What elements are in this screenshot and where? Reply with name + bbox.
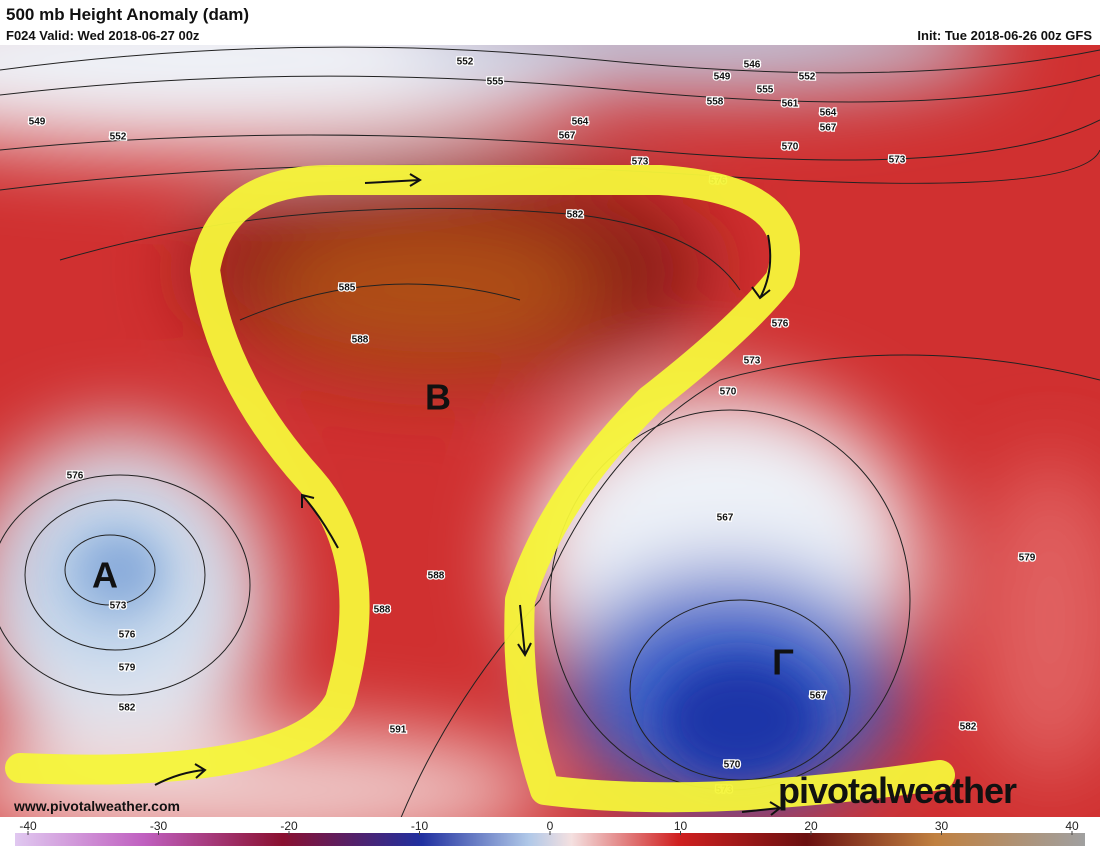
contour-label: 576 (772, 319, 789, 330)
contour-label: 576 (67, 471, 84, 482)
contour-label: 573 (744, 356, 761, 367)
contour-label: 579 (1019, 553, 1036, 564)
hand-drawn-loop (5, 165, 955, 813)
contour-label: 582 (567, 210, 584, 221)
contour-label: 567 (559, 131, 576, 142)
colorbar-tick-label: 30 (935, 819, 949, 833)
website: www.pivotalweather.com (14, 798, 180, 814)
contour-label: 567 (820, 123, 837, 134)
contour-label: 558 (707, 97, 724, 108)
contour-label: 585 (339, 283, 356, 294)
contour-label: 549 (714, 72, 731, 83)
annotation-letter: A (92, 555, 118, 596)
colorbar-tick-label: -40 (19, 819, 37, 833)
contour-label: 564 (572, 117, 589, 128)
watermark: pivotalweather (778, 770, 1017, 811)
contour-label: 549 (29, 117, 46, 128)
contour-label: 552 (457, 57, 474, 68)
contour-label: 567 (810, 691, 827, 702)
colorbar-tick-label: 10 (674, 819, 688, 833)
contour-label: 570 (782, 142, 799, 153)
flow-arrows (154, 173, 782, 816)
contour-label: 573 (110, 601, 127, 612)
title: 500 mb Height Anomaly (dam) (6, 5, 250, 24)
colorbar-tick-label: -20 (280, 819, 298, 833)
contour-label: 561 (782, 99, 799, 110)
colorbar-tick-label: -10 (411, 819, 429, 833)
contour-label: 591 (390, 725, 407, 736)
contour-label: 552 (110, 132, 127, 143)
contour-label: 588 (428, 571, 445, 582)
contour-label: 552 (799, 72, 816, 83)
contour-label: 582 (960, 722, 977, 733)
contour-label: 567 (717, 513, 734, 524)
colorbar-tick-label: -30 (150, 819, 168, 833)
colorbar-tick-label: 20 (804, 819, 818, 833)
valid-time: F024 Valid: Wed 2018-06-27 00z (6, 28, 200, 43)
colorbar-tick-label: 0 (547, 819, 554, 833)
contour-label: 570 (724, 760, 741, 771)
annotation-letter: Γ (772, 642, 794, 683)
colorbar (15, 833, 1085, 846)
contour-label: 546 (744, 60, 761, 71)
contour-label: 588 (352, 335, 369, 346)
contour-label: 579 (119, 663, 136, 674)
contour-label: 555 (757, 85, 774, 96)
contour-label: 570 (720, 387, 737, 398)
init-time: Init: Tue 2018-06-26 00z GFS (917, 28, 1092, 43)
contour-label: 555 (487, 77, 504, 88)
annotation-letter: B (425, 377, 451, 418)
contour-label: 564 (820, 108, 837, 119)
contour-label: 576 (119, 630, 136, 641)
contour-label: 588 (374, 605, 391, 616)
contours (0, 46, 1100, 817)
contour-label: 582 (119, 703, 136, 714)
contour-label: 573 (889, 155, 906, 166)
colorbar-tick-label: 40 (1065, 819, 1079, 833)
